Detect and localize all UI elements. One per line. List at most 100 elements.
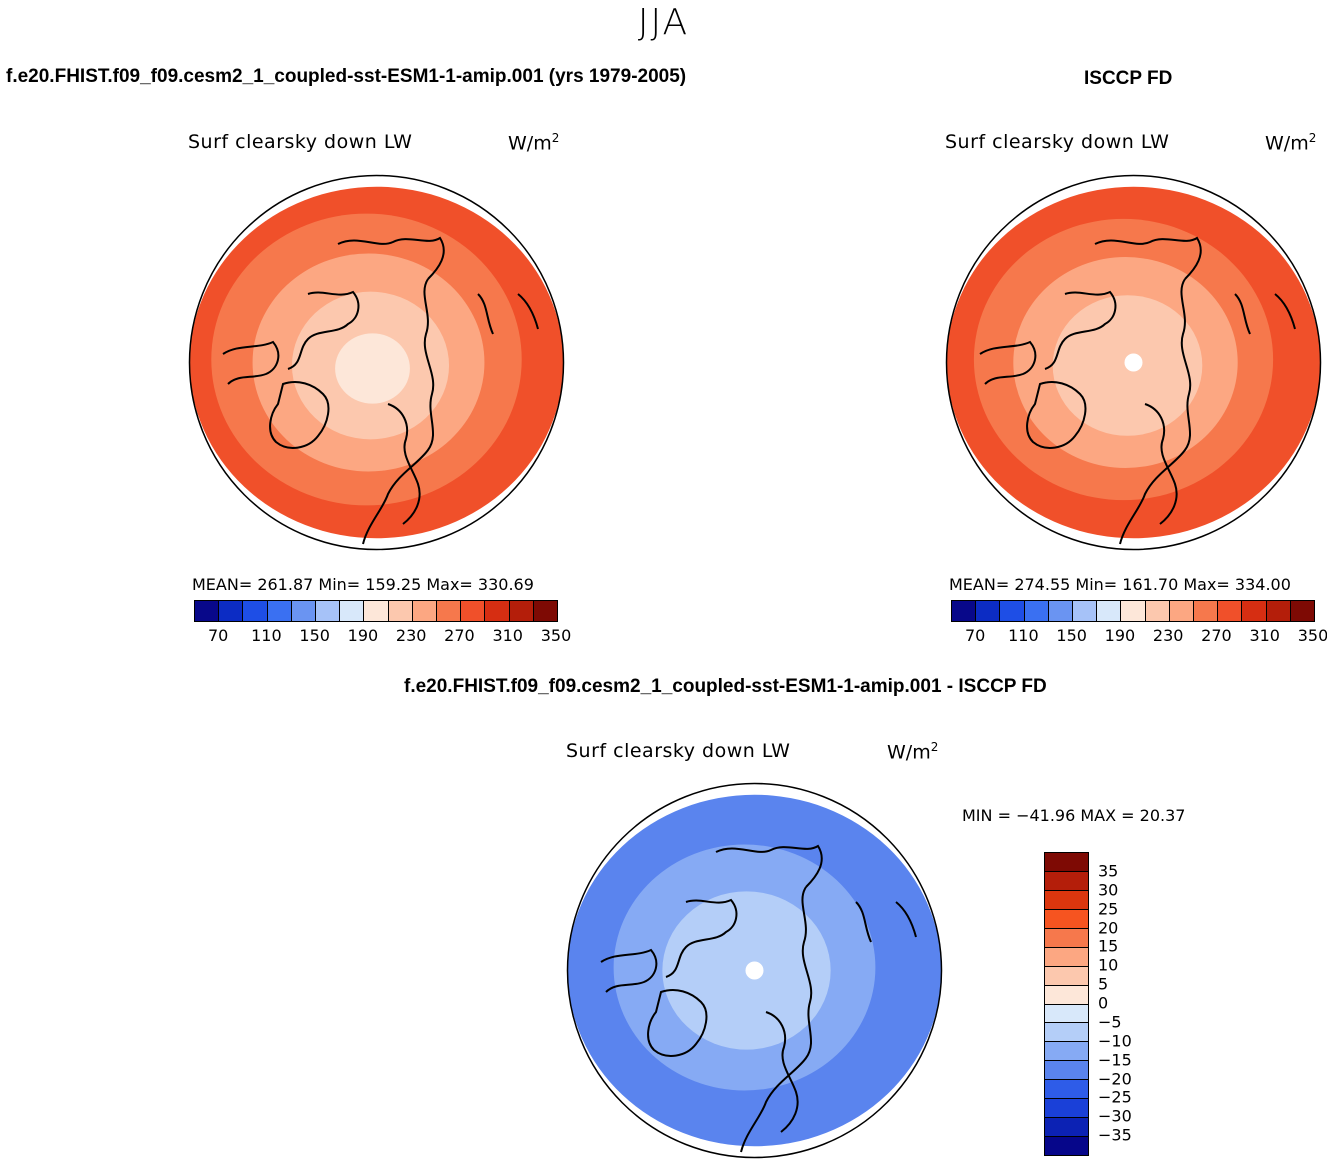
coastline bbox=[600, 948, 658, 993]
obs-variable-label: Surf clearsky down LW bbox=[945, 131, 1170, 153]
coastline bbox=[477, 293, 494, 335]
colorbar-cell bbox=[1097, 601, 1122, 621]
obs-stats: MEAN= 274.55 Min= 161.70 Max= 334.00 bbox=[949, 575, 1291, 594]
colorbar-tick-label: 110 bbox=[251, 626, 282, 645]
diff-stats: MIN = −41.96 MAX = 20.37 bbox=[962, 806, 1186, 825]
missing-pole-marker bbox=[1124, 353, 1143, 372]
diff-colorbar bbox=[1044, 852, 1089, 1156]
coastline bbox=[362, 278, 435, 545]
colorbar-tick-label: −20 bbox=[1098, 1069, 1132, 1088]
obs-colorbar-ticks: 70 110 150 190 230 270 310 350 bbox=[951, 626, 1327, 646]
coastline bbox=[1119, 278, 1192, 545]
colorbar-tick-label: 190 bbox=[1104, 626, 1136, 645]
coastline bbox=[269, 381, 330, 449]
diff-units-label: W/m2 bbox=[887, 740, 939, 764]
colorbar-tick-label: 270 bbox=[444, 626, 475, 645]
obs-polar-map bbox=[945, 174, 1322, 551]
colorbar-tick-label: −10 bbox=[1098, 1031, 1132, 1051]
diff-polar-map bbox=[566, 782, 943, 1159]
coastline bbox=[337, 236, 445, 280]
colorbar-cell bbox=[1290, 601, 1315, 621]
colorbar-tick-label: 70 bbox=[964, 626, 986, 645]
colorbar-cell bbox=[1045, 928, 1088, 948]
colorbar-tick-label: −35 bbox=[1098, 1125, 1132, 1145]
coastline bbox=[1044, 290, 1117, 370]
colorbar-cell bbox=[1073, 601, 1098, 621]
model-variable-label: Surf clearsky down LW bbox=[188, 131, 413, 153]
coastline bbox=[1026, 381, 1087, 449]
model-units-label: W/m2 bbox=[508, 131, 560, 155]
coastline bbox=[517, 293, 539, 330]
colorbar-cell bbox=[195, 601, 220, 621]
model-stats: MEAN= 261.87 Min= 159.25 Max= 330.69 bbox=[192, 575, 534, 594]
colorbar-cell bbox=[219, 601, 244, 621]
map-border bbox=[188, 174, 565, 551]
model-colorbar-ticks: 70 110 150 190 230 270 310 350 bbox=[194, 626, 571, 646]
coastline bbox=[855, 901, 872, 943]
colorbar-cell bbox=[1169, 601, 1195, 621]
colorbar-cell bbox=[1266, 601, 1291, 621]
colorbar-cell bbox=[1045, 1099, 1088, 1119]
colorbar-cell bbox=[1045, 1118, 1088, 1138]
colorbar-cell bbox=[437, 601, 462, 621]
colorbar-cell bbox=[1218, 601, 1243, 621]
colorbar-cell bbox=[412, 601, 438, 621]
colorbar-tick-label: 20 bbox=[1098, 918, 1119, 937]
colorbar-cell bbox=[1048, 601, 1074, 621]
colorbar-cell bbox=[976, 601, 1001, 621]
colorbar-tick-label: 10 bbox=[1098, 955, 1119, 975]
colorbar-cell bbox=[1045, 985, 1088, 1005]
colorbar-tick-label: 30 bbox=[1098, 880, 1119, 900]
colorbar-cell bbox=[1045, 853, 1088, 872]
colorbar-tick-label: 25 bbox=[1098, 899, 1119, 919]
coastline bbox=[979, 340, 1037, 385]
coastline bbox=[895, 901, 917, 938]
colorbar-cell bbox=[364, 601, 389, 621]
colorbar-cell bbox=[1024, 601, 1049, 621]
colorbar-cell bbox=[1121, 601, 1146, 621]
missing-pole-marker bbox=[745, 961, 764, 980]
colorbar-tick-label: 350 bbox=[540, 626, 572, 645]
coastline bbox=[1234, 293, 1251, 335]
coastline bbox=[387, 403, 421, 525]
obs-colorbar bbox=[951, 600, 1315, 622]
colorbar-tick-label: 350 bbox=[1297, 626, 1327, 645]
coastline bbox=[647, 989, 708, 1057]
colorbar-tick-label: 190 bbox=[347, 626, 379, 645]
coastline bbox=[1274, 293, 1296, 330]
colorbar-cell bbox=[1045, 1080, 1088, 1100]
colorbar-cell bbox=[952, 601, 977, 621]
colorbar-cell bbox=[316, 601, 341, 621]
colorbar-tick-label: 270 bbox=[1201, 626, 1232, 645]
colorbar-tick-label: −30 bbox=[1098, 1106, 1132, 1126]
colorbar-cell bbox=[1045, 966, 1088, 986]
coastline bbox=[287, 290, 360, 370]
colorbar-tick-label: 5 bbox=[1098, 974, 1109, 994]
colorbar-tick-label: 15 bbox=[1098, 936, 1119, 956]
colorbar-cell bbox=[1045, 1042, 1088, 1062]
colorbar-tick-label: −15 bbox=[1098, 1050, 1132, 1070]
colorbar-cell bbox=[1045, 947, 1088, 967]
colorbar-cell bbox=[1000, 601, 1025, 621]
coastline bbox=[1144, 403, 1178, 525]
colorbar-cell bbox=[1242, 601, 1267, 621]
colorbar-tick-label: 35 bbox=[1098, 861, 1119, 881]
colorbar-tick-label: 70 bbox=[207, 626, 229, 645]
map-contour-band bbox=[335, 333, 410, 404]
colorbar-cell bbox=[291, 601, 317, 621]
coastline bbox=[222, 340, 280, 385]
colorbar-tick-label: −25 bbox=[1098, 1087, 1132, 1107]
obs-units-label: W/m2 bbox=[1265, 131, 1317, 155]
colorbar-cell bbox=[461, 601, 486, 621]
colorbar-tick-label: 310 bbox=[1249, 626, 1280, 645]
colorbar-cell bbox=[1045, 1004, 1088, 1024]
season-title: JJA bbox=[637, 2, 690, 43]
colorbar-cell bbox=[533, 601, 558, 621]
colorbar-tick-label: 150 bbox=[1056, 626, 1087, 645]
colorbar-cell bbox=[485, 601, 510, 621]
colorbar-cell bbox=[509, 601, 534, 621]
obs-case-title: ISCCP FD bbox=[1084, 68, 1173, 89]
colorbar-cell bbox=[1045, 1137, 1088, 1155]
colorbar-tick-label: 0 bbox=[1098, 993, 1109, 1013]
diff-colorbar-ticks: 35 30 25 20 15 10 5 0 −5 −10 −15 −20 −25 −30 −35 bbox=[1098, 852, 1148, 1154]
